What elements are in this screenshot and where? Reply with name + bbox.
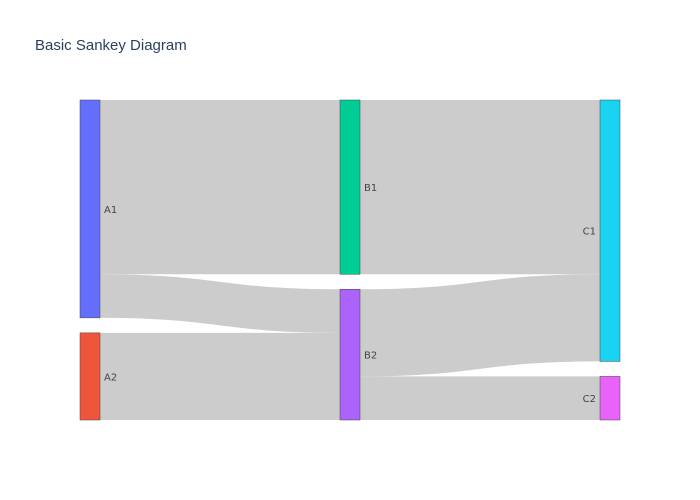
link-A2-B2[interactable]	[100, 332, 340, 420]
links-layer	[100, 100, 600, 420]
link-A1-B2[interactable]	[100, 274, 340, 333]
link-A1-B1[interactable]	[100, 100, 340, 275]
node-A2[interactable]	[79, 332, 101, 421]
node-label-B2: B2	[364, 351, 377, 362]
node-label-A1: A1	[104, 205, 117, 216]
node-label-A2: A2	[104, 372, 117, 383]
node-A1[interactable]	[79, 99, 101, 319]
link-B2-C1[interactable]	[360, 274, 600, 377]
link-B1-C1[interactable]	[360, 100, 600, 275]
labels-layer: A1 A2 B1 B2 C1 C2	[104, 183, 596, 405]
node-C2[interactable]	[599, 376, 621, 421]
nodes-layer	[79, 99, 621, 421]
node-label-C2: C2	[583, 394, 596, 405]
node-C1[interactable]	[599, 99, 621, 362]
node-label-C1: C1	[583, 227, 596, 238]
node-B1[interactable]	[339, 99, 361, 275]
node-B2[interactable]	[339, 289, 361, 421]
chart-title: Basic Sankey Diagram	[35, 37, 187, 54]
link-B2-C2[interactable]	[360, 376, 600, 420]
node-label-B1: B1	[364, 183, 377, 194]
